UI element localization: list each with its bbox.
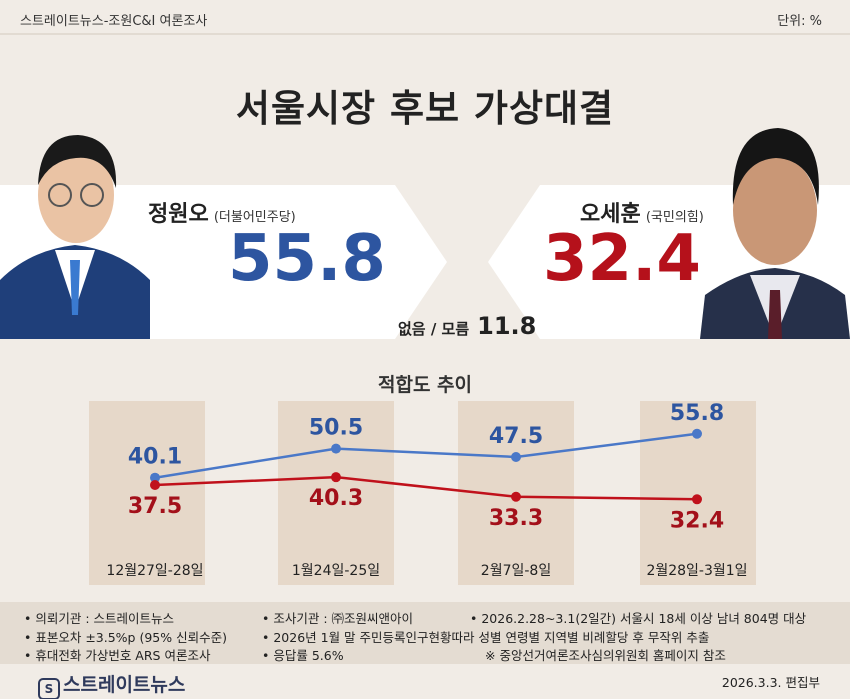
footnote: • 휴대전화 가상번호 ARS 여론조사 [24, 648, 211, 663]
footnote: • 2026년 1월 말 주민등록인구현황따라 성별 연령별 지역별 비례할당 … [262, 630, 710, 645]
candidate-party: (더불어민주당) [213, 210, 296, 225]
series-line [154, 475, 698, 501]
footnote: • 조사기관 : ㈜조원씨앤아이 [262, 611, 414, 626]
footnote-box: • 의뢰기관 : 스트레이트뉴스 • 조사기관 : ㈜조원씨앤아이 • 2026… [0, 602, 850, 664]
data-label: 47.5 [489, 424, 543, 449]
x-tick-label: 12월27일-28일 [106, 563, 204, 579]
candidate-left-name-row: 정원오 (더불어민주당) [148, 196, 296, 228]
footnote: • 의뢰기관 : 스트레이트뉴스 [24, 611, 175, 626]
candidate-photo-left [0, 135, 150, 339]
candidate-party: (국민의힘) [645, 210, 704, 225]
data-point [692, 428, 702, 439]
footnote: • 표본오차 ±3.5%p (95% 신뢰수준) [24, 630, 227, 645]
chart-title: 적합도 추이 [377, 374, 472, 396]
series-line [154, 432, 698, 479]
data-label: 37.5 [128, 494, 182, 519]
logo-text: 스트레이트뉴스 [63, 674, 186, 696]
candidate-right-value: 32.4 [543, 222, 701, 296]
page-title: 서울시장 후보 가상대결 [235, 87, 615, 130]
period-column [89, 401, 205, 585]
candidate-name: 정원오 [148, 202, 209, 227]
footnote: • 2026.2.28~3.1(2일간) 서울시 18세 이상 남녀 804명 … [470, 611, 807, 626]
data-label: 50.5 [309, 416, 363, 441]
undecided-value: 11.8 [477, 312, 537, 340]
data-point [511, 452, 521, 462]
date-editor: 2026.3.3. 편집부 [721, 675, 820, 690]
data-point [331, 472, 341, 483]
logo-icon: S [38, 678, 60, 699]
data-point [511, 491, 521, 502]
top-bar [0, 0, 850, 35]
footnote: ※ 중앙선거여론조사심의위원회 홈페이지 참조 [485, 648, 726, 663]
logo: S 스트레이트뉴스 [38, 670, 185, 699]
candidate-name: 오세훈 [580, 202, 641, 227]
x-tick-label: 2월28일-3월1일 [646, 563, 748, 579]
data-point [692, 494, 702, 505]
footnote: • 응답률 5.6% [262, 648, 344, 663]
data-label: 40.3 [309, 486, 363, 511]
data-point [331, 443, 341, 454]
data-point [150, 472, 160, 483]
period-column [278, 401, 394, 585]
data-label: 40.1 [128, 445, 182, 470]
trend-chart: 40.1 50.5 47.5 55.8 37.5 40.3 33.3 32.4 [128, 401, 724, 534]
undecided-label: 없음 / 모름 [398, 320, 470, 338]
x-tick-label: 1월24일-25일 [291, 563, 381, 579]
candidate-panels [0, 128, 850, 339]
candidate-left-value: 55.8 [228, 222, 386, 296]
survey-source: 스트레이트뉴스-조원C&I 여론조사 [20, 14, 208, 29]
data-label: 32.4 [670, 508, 724, 533]
unit-label: 단위: % [777, 14, 822, 29]
data-label: 55.8 [670, 401, 724, 426]
x-tick-label: 2월7일-8일 [480, 563, 552, 579]
candidate-right-name-row: 오세훈 (국민의힘) [580, 196, 704, 228]
data-label: 33.3 [489, 506, 543, 531]
candidate-photo-right [700, 128, 850, 339]
data-point [150, 480, 160, 490]
undecided: 없음 / 모름 11.8 [398, 312, 536, 340]
